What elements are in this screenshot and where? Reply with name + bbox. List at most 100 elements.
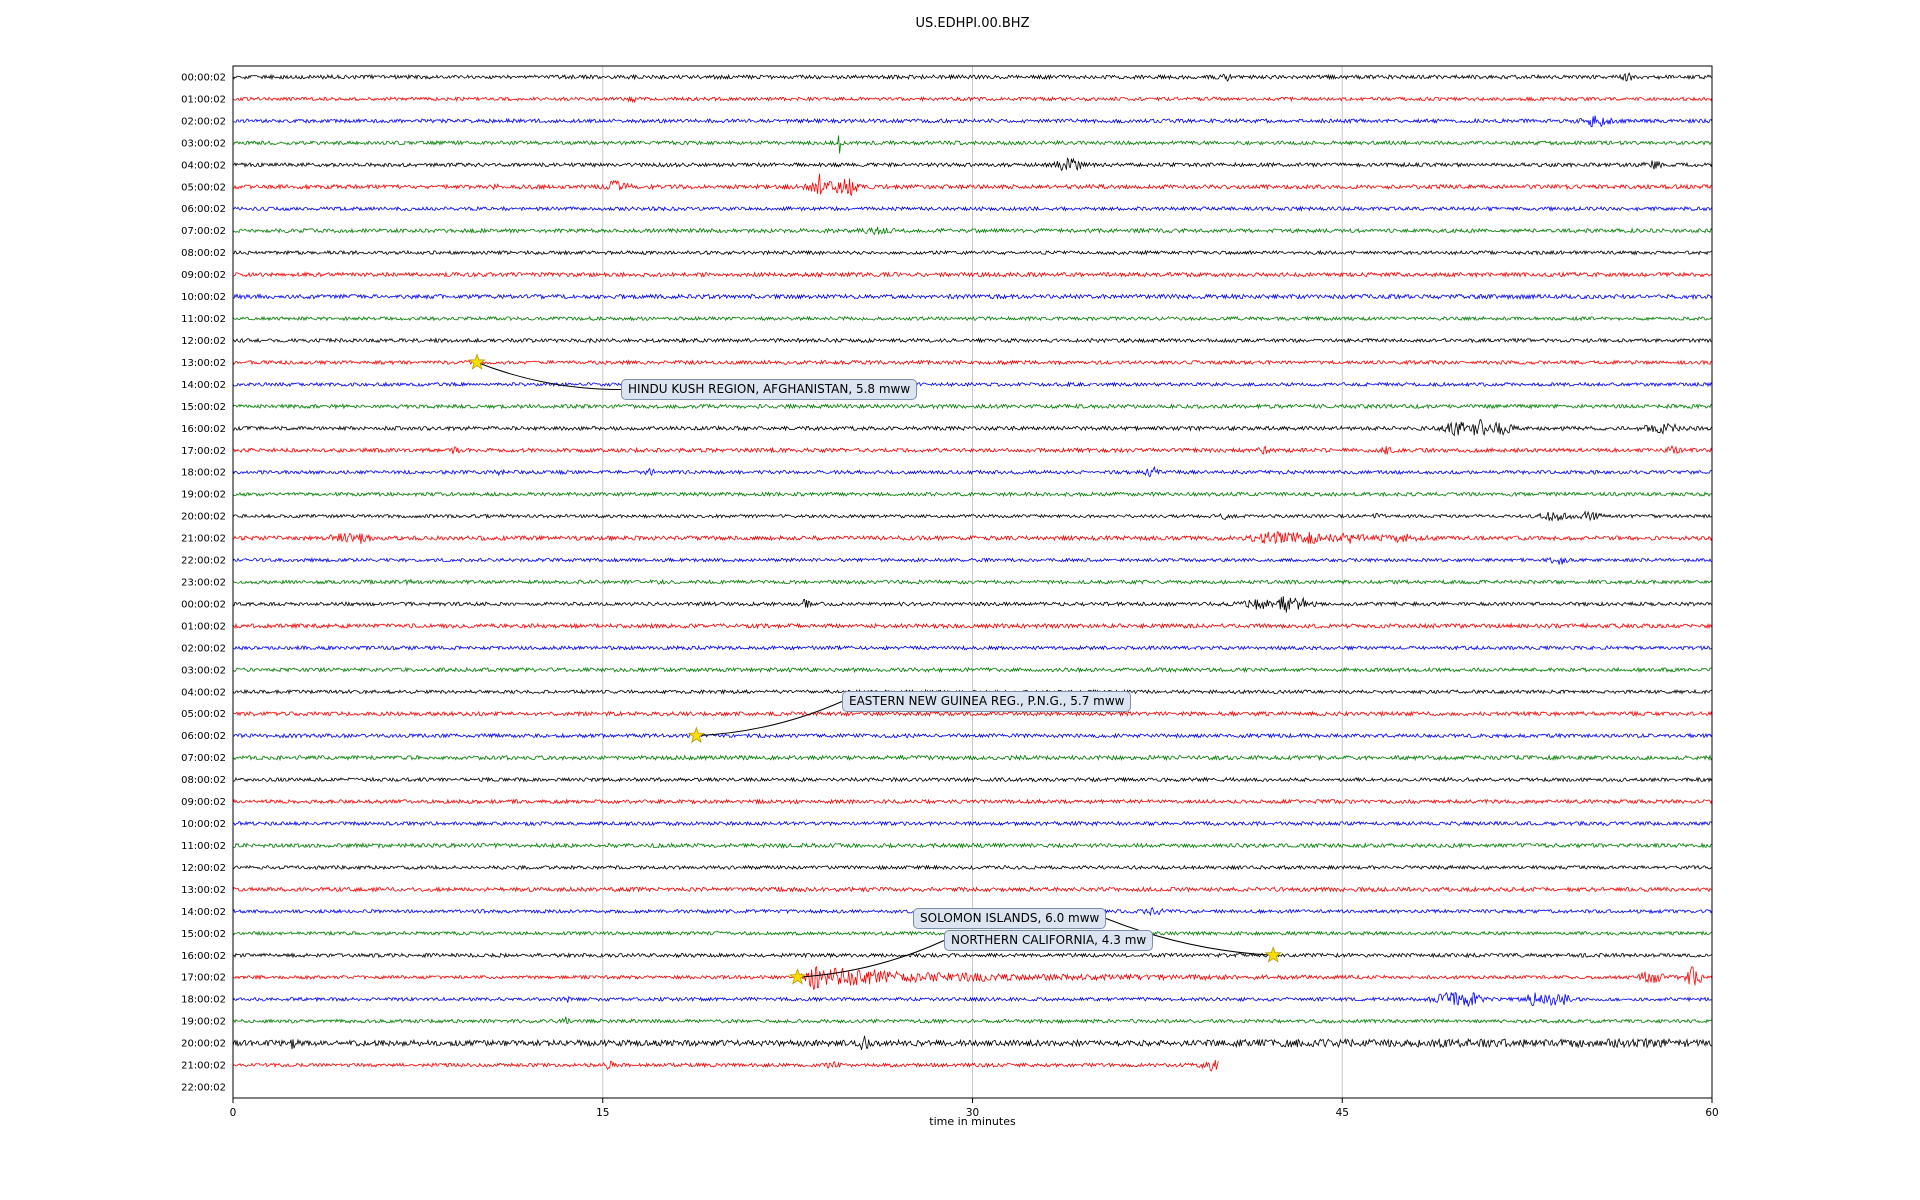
row-time-label: 20:00:02 [181, 1039, 226, 1050]
row-time-label: 02:00:02 [181, 643, 226, 654]
seismic-trace [232, 885, 1713, 893]
seismic-trace [232, 596, 1713, 613]
figure-title: US.EDHPI.00.BHZ [915, 16, 1030, 31]
seismic-trace [232, 622, 1713, 630]
seismic-trace [232, 444, 1713, 455]
seismic-trace [232, 205, 1713, 212]
row-time-label: 03:00:02 [181, 138, 226, 149]
event-star-icon [468, 353, 486, 370]
row-time-label: 00:00:02 [181, 72, 226, 83]
annotation-new-guinea: EASTERN NEW GUINEA REG., P.N.G., 5.7 mww [842, 691, 1132, 712]
row-time-label: 07:00:02 [181, 226, 226, 237]
row-time-label: 13:00:02 [181, 358, 226, 369]
row-time-label: 17:00:02 [181, 446, 226, 457]
seismic-trace [232, 578, 1713, 586]
row-time-label: 08:00:02 [181, 775, 226, 786]
row-time-label: 20:00:02 [181, 512, 226, 523]
row-time-label: 05:00:02 [181, 709, 226, 720]
row-time-label: 05:00:02 [181, 182, 226, 193]
seismic-trace [232, 115, 1713, 128]
row-time-label: 15:00:02 [181, 929, 226, 940]
seismic-trace [232, 666, 1713, 674]
x-axis-label: time in minutes [929, 1115, 1016, 1128]
event-star-icon [687, 726, 706, 744]
x-tick-label: 60 [1705, 1107, 1718, 1119]
row-time-label: 04:00:02 [181, 160, 226, 171]
annotation-leader-line [1105, 918, 1274, 956]
seismic-trace [232, 173, 1713, 197]
x-tick-label: 30 [966, 1107, 979, 1119]
annotation-northern-california: NORTHERN CALIFORNIA, 4.3 mw [944, 930, 1154, 951]
event-star-icon [1264, 946, 1282, 963]
row-time-label: 12:00:02 [181, 863, 226, 874]
seismic-trace [232, 798, 1713, 805]
seismic-trace [232, 1059, 1219, 1072]
seismic-trace [232, 556, 1713, 565]
seismic-trace [232, 820, 1713, 827]
seismic-trace [232, 315, 1713, 322]
annotation-hindu-kush: HINDU KUSH REGION, AFGHANISTAN, 5.8 mww [621, 379, 918, 400]
row-time-label: 22:00:02 [181, 556, 226, 567]
row-time-label: 23:00:02 [181, 578, 226, 589]
seismic-trace [232, 531, 1713, 545]
seismic-trace [232, 271, 1713, 279]
seismic-trace [232, 732, 1713, 739]
seismic-trace [232, 337, 1713, 344]
seismic-trace [232, 952, 1713, 959]
seismic-trace [232, 510, 1713, 522]
seismic-trace [232, 226, 1713, 236]
row-time-label: 14:00:02 [181, 380, 226, 391]
seismic-trace [232, 842, 1713, 850]
seismic-trace [232, 135, 1713, 154]
seismic-trace [232, 864, 1713, 871]
row-time-label: 09:00:02 [181, 797, 226, 808]
annotation-solomon-islands: SOLOMON ISLANDS, 6.0 mww [913, 908, 1107, 929]
seismic-trace [232, 1035, 1713, 1051]
annotation-leader-line [797, 940, 945, 978]
row-time-label: 15:00:02 [181, 402, 226, 413]
row-time-label: 07:00:02 [181, 753, 226, 764]
seismic-trace [232, 403, 1713, 410]
row-time-label: 00:00:02 [181, 599, 226, 610]
row-time-label: 04:00:02 [181, 687, 226, 698]
seismic-trace [232, 966, 1713, 991]
annotation-leader-line [476, 361, 622, 391]
seismic-trace [232, 465, 1713, 478]
row-time-label: 11:00:02 [181, 841, 226, 852]
seismic-trace [232, 991, 1713, 1007]
row-time-label: 18:00:02 [181, 995, 226, 1006]
seismic-trace [232, 96, 1713, 104]
seismic-trace [232, 644, 1713, 651]
row-time-label: 19:00:02 [181, 1017, 226, 1028]
row-time-label: 21:00:02 [181, 534, 226, 545]
seismic-trace [232, 249, 1713, 256]
x-tick-label: 0 [230, 1107, 237, 1119]
row-time-label: 02:00:02 [181, 116, 226, 127]
row-time-label: 19:00:02 [181, 490, 226, 501]
row-time-label: 21:00:02 [181, 1061, 226, 1072]
row-time-label: 09:00:02 [181, 270, 226, 281]
row-time-label: 12:00:02 [181, 336, 226, 347]
seismic-trace [232, 710, 1713, 718]
event-star-icon [788, 967, 807, 985]
row-time-label: 22:00:02 [181, 1083, 226, 1094]
annotation-leader-line [696, 701, 843, 737]
row-time-label: 01:00:02 [181, 621, 226, 632]
row-time-label: 16:00:02 [181, 951, 226, 962]
row-time-label: 10:00:02 [181, 292, 226, 303]
seismic-trace [232, 72, 1712, 82]
seismic-trace [232, 491, 1713, 498]
seismic-trace [232, 381, 1713, 388]
seismic-trace [232, 754, 1713, 762]
x-tick-label: 45 [1336, 1107, 1349, 1119]
row-time-label: 17:00:02 [181, 973, 226, 984]
seismic-trace [232, 157, 1713, 172]
row-time-label: 14:00:02 [181, 907, 226, 918]
seismic-trace [233, 418, 1713, 437]
row-time-label: 11:00:02 [181, 314, 226, 325]
row-time-label: 16:00:02 [181, 424, 226, 435]
row-time-label: 13:00:02 [181, 885, 226, 896]
row-time-label: 06:00:02 [181, 204, 226, 215]
